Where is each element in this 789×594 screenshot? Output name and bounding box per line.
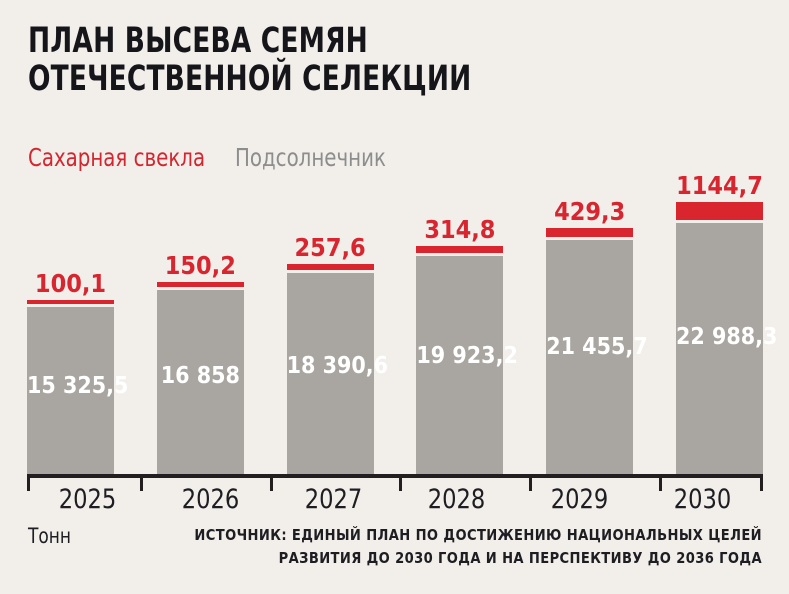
source-note: ИСТОЧНИК: ЕДИНЫЙ ПЛАН ПО ДОСТИЖЕНИЮ НАЦИ… [142,524,762,570]
bar-segment-sunflower-2030: 22 988,3 [675,223,778,474]
bar-segment-divider-2030 [675,220,763,223]
bar-segment-beet-2028 [416,246,504,253]
x-axis-label-2027: 2027 [304,484,363,515]
source-line-2: РАЗВИТИЯ ДО 2030 ГОДА И НА ПЕРСПЕКТИВУ Д… [278,549,762,567]
bar-2029: 429,3 21 455,7 [546,150,648,474]
bar-value-label-sunflower-2030: 22 988,3 [675,324,778,350]
bar-value-label-beet-2028: 314,8 [424,215,496,244]
x-axis-line [27,474,763,491]
bar-segment-beet-2029 [546,228,634,237]
bar-value-label-sunflower-2027: 18 390,6 [286,353,389,379]
bar-segment-divider-2028 [416,253,504,256]
bar-2027: 257,6 18 390,6 [286,150,389,474]
x-axis-label-2030: 2030 [673,484,732,515]
legend-item-sunflower: Подсолнечник [235,143,387,172]
bar-value-label-beet-2029: 429,3 [554,197,626,226]
bar-value-label-sunflower-2025: 15 325,5 [27,373,129,399]
bar-segment-divider-2027 [286,270,374,273]
x-axis-label-2029: 2029 [550,484,609,515]
bar-group: 100,1 15 325,5 150,2 16 858 257,6 18 390,6 314… [27,150,778,474]
x-axis-tick-0 [27,478,30,491]
plot-area: 100,1 15 325,5 150,2 16 858 257,6 18 390,6 314… [27,150,778,474]
bar-segment-beet-2026 [156,282,244,287]
x-axis-tick-4 [529,478,532,491]
bar-segment-divider-2025 [27,304,114,307]
x-axis-tick-5 [659,478,662,491]
bar-segment-divider-2029 [546,237,634,240]
bar-2030: 1144,7 22 988,3 [675,150,778,474]
page-title: ПЛАН ВЫСЕВА СЕМЯН ОТЕЧЕСТВЕННОЙ СЕЛЕКЦИИ [28,22,748,98]
bar-value-label-beet-2025: 100,1 [34,269,107,298]
source-line-1: ИСТОЧНИК: ЕДИНЫЙ ПЛАН ПО ДОСТИЖЕНИЮ НАЦИ… [194,526,762,544]
chart-legend: Сахарная свекла Подсолнечник [28,144,407,172]
bar-value-label-sunflower-2026: 16 858 [160,363,240,389]
x-axis-tick-2 [270,478,273,491]
x-axis-label-2028: 2028 [427,484,486,515]
bar-segment-sunflower-2027: 18 390,6 [286,273,389,474]
bar-segment-beet-2025 [27,300,114,304]
bar-segment-sunflower-2025: 15 325,5 [27,307,129,474]
legend-item-beet: Сахарная свекла [28,143,206,172]
bar-segment-sunflower-2026: 16 858 [156,290,244,474]
bar-segment-sunflower-2029: 21 455,7 [546,240,648,474]
x-axis-labels: 2025 2026 2027 2028 2029 2030 [27,484,763,516]
x-axis-label-2026: 2026 [181,484,240,515]
bar-value-label-beet-2026: 150,2 [164,251,236,280]
x-axis-tick-6 [760,478,763,491]
bar-value-label-beet-2030: 1144,7 [676,171,763,200]
bar-value-label-sunflower-2028: 19 923,2 [416,343,518,369]
bar-value-label-sunflower-2029: 21 455,7 [546,334,648,360]
bar-2026: 150,2 16 858 [156,150,244,474]
bar-2025: 100,1 15 325,5 [27,150,129,474]
bar-segment-beet-2027 [286,264,374,270]
x-axis-tick-1 [140,478,143,491]
bar-value-label-beet-2027: 257,6 [294,233,366,262]
unit-label: Тонн [28,524,72,548]
bar-segment-beet-2030 [675,202,763,220]
bar-segment-sunflower-2028: 19 923,2 [416,256,518,474]
bar-2028: 314,8 19 923,2 [416,150,518,474]
x-axis-tick-3 [399,478,402,491]
title-line-1: ПЛАН ВЫСЕВА СЕМЯН [28,21,368,61]
bar-segment-divider-2026 [156,287,244,290]
title-line-2: ОТЕЧЕСТВЕННОЙ СЕЛЕКЦИИ [28,59,472,99]
x-axis-label-2025: 2025 [58,484,117,515]
